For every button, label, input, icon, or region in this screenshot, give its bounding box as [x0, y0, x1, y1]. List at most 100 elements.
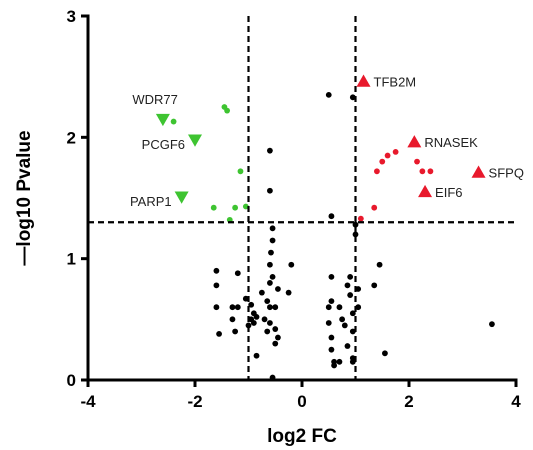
- not-significant-points: [213, 91, 495, 381]
- ns-point: [489, 321, 495, 328]
- x-tick-label: 4: [511, 392, 521, 411]
- y-tick-label: 1: [67, 250, 76, 269]
- ns-point: [382, 350, 388, 357]
- ns-point: [285, 289, 292, 296]
- ns-point: [336, 304, 343, 311]
- ns-point: [253, 314, 260, 320]
- up-point: [357, 215, 364, 222]
- ns-point: [325, 320, 332, 326]
- x-tick-label: -2: [187, 392, 202, 411]
- ns-point: [349, 328, 356, 335]
- gene-label: RNASEK: [424, 135, 478, 150]
- ns-point: [229, 316, 236, 323]
- ns-point: [349, 94, 356, 101]
- ns-point: [234, 304, 241, 311]
- ns-point: [213, 267, 220, 274]
- ns-point: [328, 346, 335, 353]
- gene-marker-down: [188, 134, 202, 147]
- x-tick-label: 2: [404, 392, 413, 411]
- ns-point: [352, 221, 359, 228]
- ns-point: [264, 298, 271, 305]
- up-point: [374, 168, 380, 175]
- ns-point: [347, 273, 354, 280]
- ns-point: [267, 187, 273, 194]
- ns-point: [267, 280, 273, 286]
- gene-marker-up: [356, 74, 371, 87]
- gene-label: SFPQ: [489, 166, 524, 181]
- ns-point: [344, 282, 351, 289]
- threshold-lines: [88, 16, 516, 380]
- gene-label: PARP1: [130, 194, 172, 209]
- ns-point: [258, 289, 265, 296]
- gene-label: TFB2M: [374, 75, 417, 90]
- ns-point: [288, 261, 295, 268]
- ns-point: [267, 320, 273, 326]
- gene-labels: TFB2M RNASEK EIF6 SFPQ WDR77 PCGF6 PARP1: [130, 75, 524, 209]
- up-point: [379, 158, 386, 165]
- ns-point: [347, 292, 354, 298]
- up-point: [392, 148, 399, 155]
- plot-area: TFB2M RNASEK EIF6 SFPQ WDR77 PCGF6 PARP1: [88, 16, 524, 381]
- ns-point: [245, 322, 252, 329]
- ns-point: [250, 320, 257, 326]
- ns-point: [352, 231, 359, 238]
- y-tick-label: 3: [67, 7, 76, 26]
- ns-point: [232, 328, 239, 335]
- ns-point: [328, 298, 335, 305]
- down-point: [224, 107, 231, 114]
- gene-marker-down: [174, 191, 189, 204]
- ns-point: [275, 286, 281, 292]
- y-axis-ticks: 0 1 2 3: [67, 7, 88, 390]
- ns-point: [355, 304, 362, 311]
- ns-point: [328, 213, 335, 220]
- gene-marker-up: [407, 135, 422, 148]
- down-point: [170, 118, 177, 125]
- ns-point: [229, 304, 236, 311]
- gene-marker-up: [471, 165, 486, 178]
- gene-label: WDR77: [132, 92, 178, 107]
- x-tick-label: -4: [80, 392, 96, 411]
- ns-point: [267, 304, 273, 311]
- y-axis-title: —log10 Pvalue: [14, 130, 35, 265]
- ns-point: [213, 304, 220, 311]
- ns-point: [269, 237, 276, 244]
- down-point: [237, 168, 244, 175]
- ns-point: [272, 340, 279, 347]
- y-tick-label: 2: [67, 128, 76, 147]
- ns-point: [268, 249, 274, 256]
- upregulated-points: [357, 148, 434, 222]
- y-tick-label: 0: [67, 371, 76, 390]
- ns-point: [269, 273, 276, 280]
- ns-point: [253, 352, 260, 359]
- ns-point: [331, 362, 337, 369]
- ns-point: [355, 286, 362, 292]
- downregulated-points: [170, 104, 249, 223]
- down-point: [232, 204, 239, 211]
- ns-point: [376, 261, 383, 268]
- ns-point: [344, 343, 351, 349]
- gene-marker-up: [418, 184, 433, 198]
- ns-point: [328, 273, 335, 280]
- ns-point: [267, 261, 273, 268]
- ns-point: [272, 326, 279, 332]
- ns-point: [261, 316, 268, 323]
- down-point: [210, 204, 217, 211]
- ns-point: [269, 225, 276, 232]
- ns-point: [349, 358, 356, 365]
- ns-point: [248, 301, 255, 308]
- x-axis-ticks: -4 -2 0 2 4: [80, 380, 521, 411]
- gene-label: EIF6: [435, 185, 462, 200]
- ns-point: [325, 91, 332, 98]
- x-tick-label: 0: [297, 392, 306, 411]
- ns-point: [234, 270, 241, 277]
- axes: -4 -2 0 2 4 0 1 2 3: [67, 7, 522, 411]
- up-point: [384, 152, 391, 159]
- up-point: [419, 168, 426, 175]
- ns-point: [264, 328, 271, 335]
- ns-point: [328, 334, 335, 341]
- gene-label: PCGF6: [142, 137, 185, 152]
- ns-point: [349, 310, 356, 317]
- up-point: [427, 168, 434, 175]
- up-point: [371, 204, 378, 211]
